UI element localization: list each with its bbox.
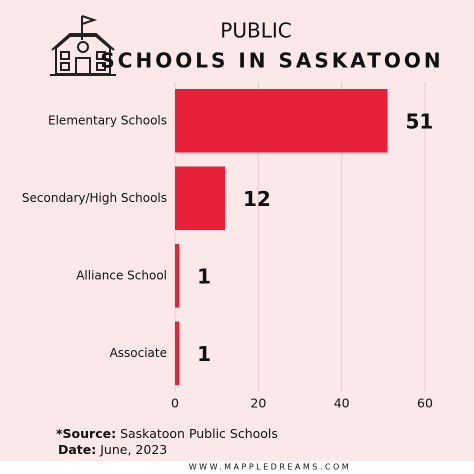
bar <box>175 166 225 231</box>
date: Date: June, 2023 <box>58 442 167 457</box>
footer-strip <box>0 461 474 474</box>
y-tick-label: Alliance School <box>76 268 167 282</box>
x-tick-label: 40 <box>334 396 350 411</box>
bar <box>175 243 180 308</box>
x-tick-label: 0 <box>171 396 179 411</box>
date-label: Date: <box>58 442 96 457</box>
footer: WWW.MAPPLEDREAMS.COM <box>189 463 351 472</box>
y-tick-label: Secondary/High Schools <box>22 191 167 205</box>
date-text: June, 2023 <box>99 442 167 457</box>
source-label: *Source: <box>56 426 116 441</box>
data-label: 1 <box>197 342 211 366</box>
data-label: 12 <box>243 187 271 211</box>
school-icon <box>50 15 116 76</box>
source: *Source: Saskatoon Public Schools <box>56 426 278 441</box>
y-tick-label: Associate <box>110 346 167 360</box>
y-tick-label: Elementary Schools <box>48 113 167 127</box>
bar <box>175 321 180 386</box>
x-tick-label: 20 <box>250 396 266 411</box>
data-label: 51 <box>406 109 434 133</box>
source-text: Saskatoon Public Schools <box>120 426 278 441</box>
chart-title: PUBLIC <box>220 19 291 43</box>
data-label: 1 <box>197 264 211 288</box>
bar <box>175 88 388 153</box>
x-tick-label: 60 <box>417 396 433 411</box>
chart-subtitle: SCHOOLS IN SASKATOON <box>100 49 443 73</box>
